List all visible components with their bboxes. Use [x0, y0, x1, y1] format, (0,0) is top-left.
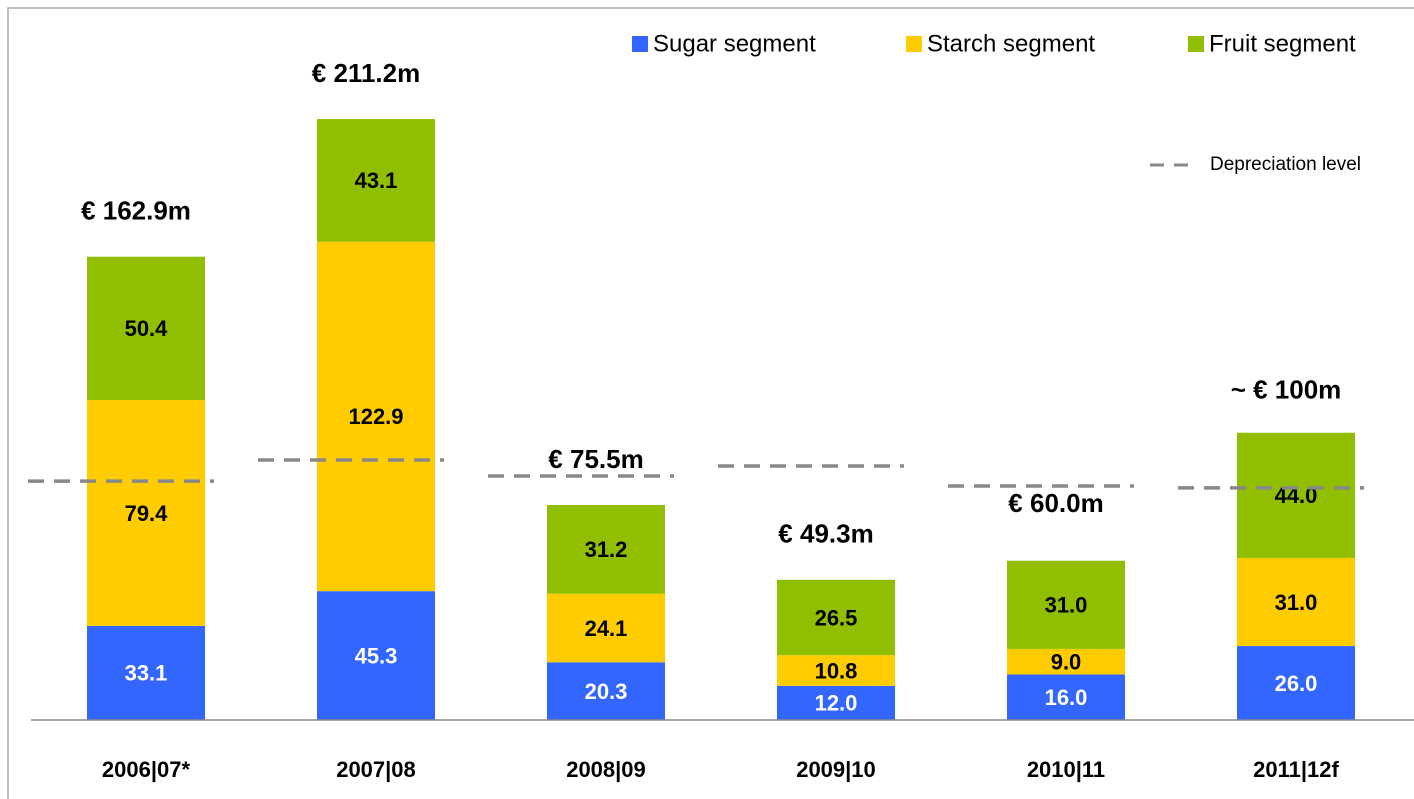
x-tick-label: 2009|10: [796, 757, 876, 782]
bar-segment: [317, 119, 435, 242]
value-label: 122.9: [348, 404, 403, 429]
x-tick-label: 2008|09: [566, 757, 646, 782]
legend-label: Sugar segment: [653, 30, 816, 57]
value-label: 31.2: [585, 537, 628, 562]
value-label: 45.3: [355, 643, 398, 668]
total-label: € 211.2m: [312, 58, 420, 88]
bar-segment: [777, 655, 895, 686]
legend-label: Depreciation level: [1210, 154, 1361, 175]
value-label: 26.0: [1275, 671, 1318, 696]
legend-swatch: [1188, 36, 1204, 52]
value-label: 33.1: [125, 661, 168, 686]
bar-segment: [547, 593, 665, 663]
bar-segment: [1237, 646, 1355, 720]
bar-segment: [317, 591, 435, 720]
bar-segment: [547, 504, 665, 594]
value-label: 79.4: [125, 501, 169, 526]
x-tick-label: 2011|12f: [1253, 757, 1339, 782]
bar-segment: [777, 685, 895, 720]
value-label: 9.0: [1051, 650, 1082, 675]
bar-segment: [1007, 648, 1125, 675]
value-label: 24.1: [585, 616, 628, 641]
legend-label: Fruit segment: [1209, 30, 1356, 57]
value-label: 26.5: [815, 605, 858, 630]
total-label: € 49.3m: [778, 519, 873, 549]
value-label: 12.0: [815, 691, 858, 716]
bar-segment: [317, 241, 435, 592]
x-tick-label: 2007|08: [336, 757, 416, 782]
value-label: 31.0: [1045, 593, 1088, 618]
bar-segment: [87, 256, 205, 401]
legend-swatch: [632, 36, 648, 52]
bar-segment: [777, 579, 895, 656]
value-label: 20.3: [585, 679, 628, 704]
total-label: € 162.9m: [81, 196, 191, 226]
x-tick-label: 2010|11: [1027, 757, 1105, 782]
value-label: 43.1: [355, 168, 398, 193]
legend-label: Starch segment: [927, 30, 1095, 57]
bar-segment: [1237, 557, 1355, 647]
legend-swatch: [906, 36, 922, 52]
total-label: ~ € 100m: [1231, 374, 1342, 404]
x-tick-label: 2006|07*: [102, 757, 191, 782]
value-label: 10.8: [815, 658, 858, 683]
frame: [7, 7, 1414, 799]
value-label: 31.0: [1275, 590, 1318, 615]
bar-segment: [87, 400, 205, 626]
bar-segment: [1237, 432, 1355, 558]
bar-segment: [87, 625, 205, 720]
total-label: € 75.5m: [548, 444, 643, 474]
bar-segment: [1007, 674, 1125, 720]
total-label: € 60.0m: [1008, 488, 1103, 518]
bar-segment: [1007, 560, 1125, 649]
value-label: 16.0: [1045, 685, 1088, 710]
bar-segment: [547, 662, 665, 720]
value-label: 50.4: [125, 316, 169, 341]
